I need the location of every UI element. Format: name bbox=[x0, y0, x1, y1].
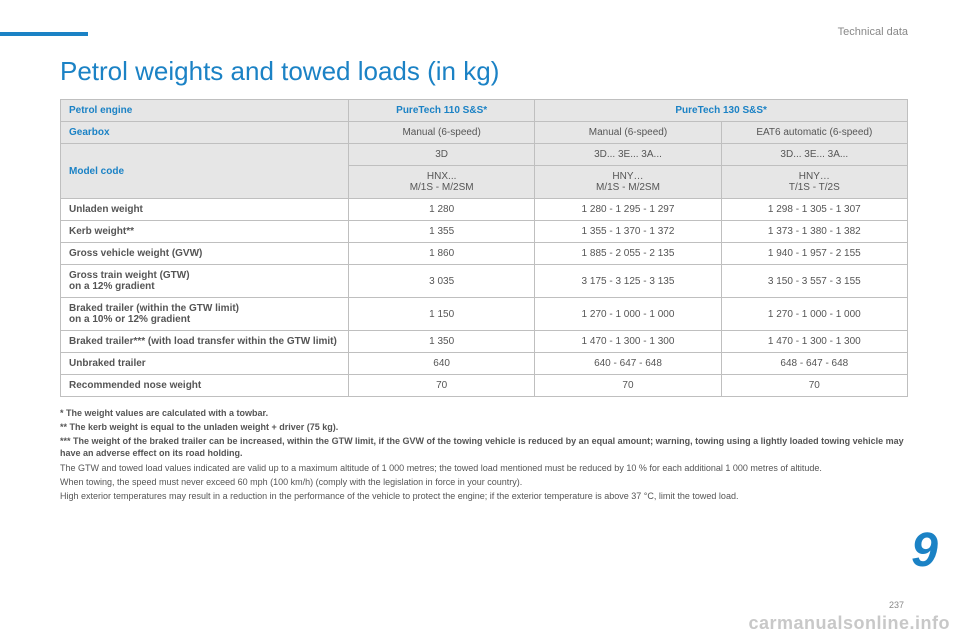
table-cell: 1 373 - 1 380 - 1 382 bbox=[721, 221, 907, 243]
table-cell: Braked trailer*** (with load transfer wi… bbox=[61, 331, 349, 353]
page-content: Petrol weights and towed loads (in kg) P… bbox=[60, 56, 908, 504]
footnote-p2: When towing, the speed must never exceed… bbox=[60, 476, 908, 488]
footnotes: * The weight values are calculated with … bbox=[60, 407, 908, 502]
table-cell: 1 860 bbox=[348, 243, 534, 265]
table-cell: 1 150 bbox=[348, 298, 534, 331]
table-cell: 3 175 - 3 125 - 3 135 bbox=[535, 265, 721, 298]
table-cell: 1 280 - 1 295 - 1 297 bbox=[535, 199, 721, 221]
table-cell: Unladen weight bbox=[61, 199, 349, 221]
table-cell: HNY…M/1S - M/2SM bbox=[535, 166, 721, 199]
table-cell: HNX...M/1S - M/2SM bbox=[348, 166, 534, 199]
table-cell: Manual (6-speed) bbox=[348, 122, 534, 144]
table-cell: 3D... 3E... 3A... bbox=[721, 144, 907, 166]
footnote-3: *** The weight of the braked trailer can… bbox=[60, 435, 908, 459]
table-cell: HNY…T/1S - T/2S bbox=[721, 166, 907, 199]
table-cell: 3 150 - 3 557 - 3 155 bbox=[721, 265, 907, 298]
table-cell: 3D... 3E... 3A... bbox=[535, 144, 721, 166]
page-title: Petrol weights and towed loads (in kg) bbox=[60, 56, 908, 87]
table-cell: Gross vehicle weight (GVW) bbox=[61, 243, 349, 265]
table-cell: 1 270 - 1 000 - 1 000 bbox=[535, 298, 721, 331]
section-label: Technical data bbox=[838, 26, 908, 38]
table-cell: Kerb weight** bbox=[61, 221, 349, 243]
table-cell: 1 270 - 1 000 - 1 000 bbox=[721, 298, 907, 331]
table-cell: 70 bbox=[348, 375, 534, 397]
table-header-cell: Model code bbox=[61, 144, 349, 199]
footnote-p3: High exterior temperatures may result in… bbox=[60, 490, 908, 502]
table-cell: 648 - 647 - 648 bbox=[721, 353, 907, 375]
table-header-cell: PureTech 110 S&S* bbox=[348, 100, 534, 122]
table-cell: 1 355 - 1 370 - 1 372 bbox=[535, 221, 721, 243]
accent-stripe bbox=[0, 32, 88, 36]
table-cell: EAT6 automatic (6-speed) bbox=[721, 122, 907, 144]
table-cell: 1 350 bbox=[348, 331, 534, 353]
table-cell: Gross train weight (GTW)on a 12% gradien… bbox=[61, 265, 349, 298]
table-cell: 1 470 - 1 300 - 1 300 bbox=[535, 331, 721, 353]
footnote-1: * The weight values are calculated with … bbox=[60, 407, 908, 419]
footnote-2: ** The kerb weight is equal to the unlad… bbox=[60, 421, 908, 433]
table-cell: 3D bbox=[348, 144, 534, 166]
weights-table: Petrol enginePureTech 110 S&S*PureTech 1… bbox=[60, 99, 908, 397]
table-cell: 1 298 - 1 305 - 1 307 bbox=[721, 199, 907, 221]
table-cell: 1 940 - 1 957 - 2 155 bbox=[721, 243, 907, 265]
watermark: carmanualsonline.info bbox=[748, 613, 950, 634]
footnote-p1: The GTW and towed load values indicated … bbox=[60, 462, 908, 474]
table-header-cell: Gearbox bbox=[61, 122, 349, 144]
table-cell: 1 355 bbox=[348, 221, 534, 243]
table-cell: Braked trailer (within the GTW limit)on … bbox=[61, 298, 349, 331]
table-cell: 1 470 - 1 300 - 1 300 bbox=[721, 331, 907, 353]
table-cell: 1 280 bbox=[348, 199, 534, 221]
table-cell: 640 - 647 - 648 bbox=[535, 353, 721, 375]
table-cell: Unbraked trailer bbox=[61, 353, 349, 375]
chapter-number: 9 bbox=[911, 523, 938, 578]
table-cell: Manual (6-speed) bbox=[535, 122, 721, 144]
table-cell: 640 bbox=[348, 353, 534, 375]
table-cell: Recommended nose weight bbox=[61, 375, 349, 397]
table-cell: 70 bbox=[721, 375, 907, 397]
table-cell: 3 035 bbox=[348, 265, 534, 298]
page-number: 237 bbox=[889, 600, 904, 610]
table-header-cell: Petrol engine bbox=[61, 100, 349, 122]
table-header-cell: PureTech 130 S&S* bbox=[535, 100, 908, 122]
table-cell: 1 885 - 2 055 - 2 135 bbox=[535, 243, 721, 265]
table-cell: 70 bbox=[535, 375, 721, 397]
